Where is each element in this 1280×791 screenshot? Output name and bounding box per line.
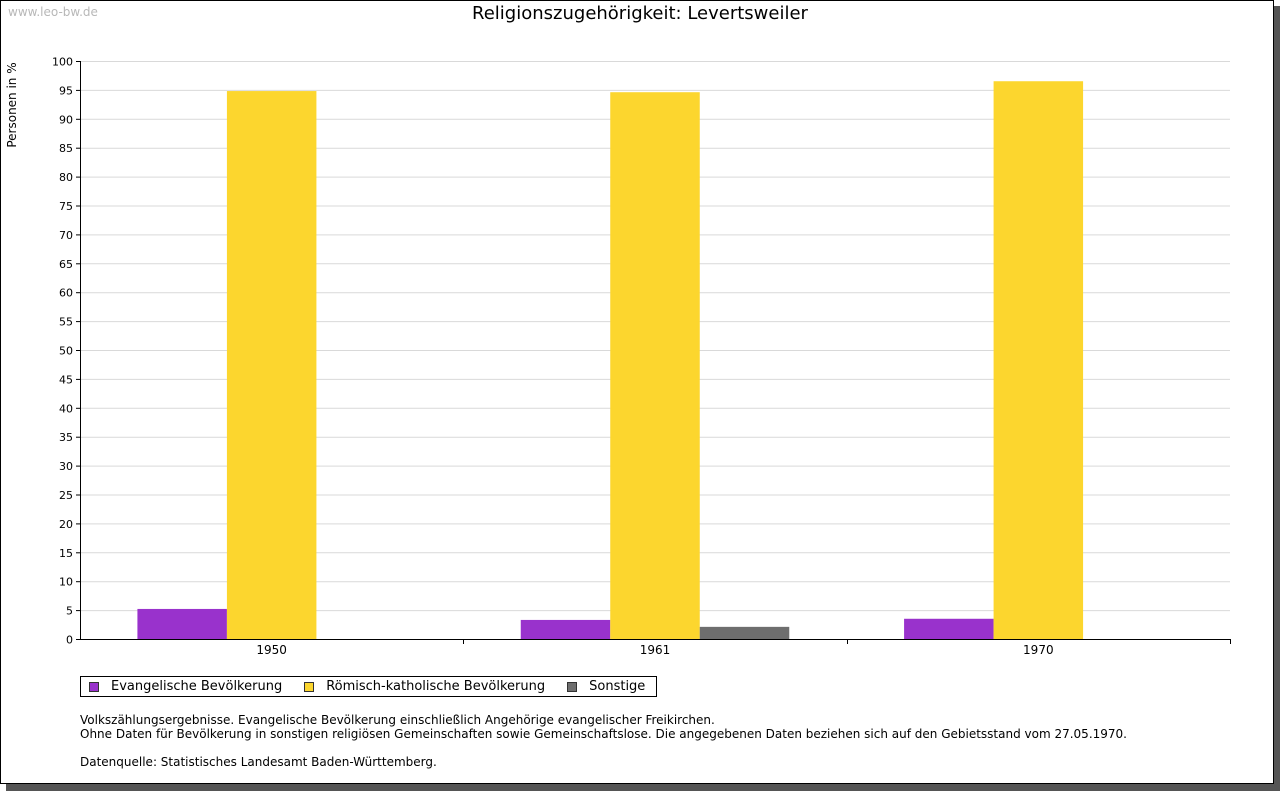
y-tick-label-15: 15 [59, 547, 73, 560]
chart-title: Religionszugehörigkeit: Levertsweiler [472, 3, 808, 24]
x-tick-label-1950: 1950 [256, 643, 287, 657]
frame-shadow-bottom [6, 784, 1280, 791]
bar-1950-1 [226, 91, 317, 639]
y-tick-label-95: 95 [59, 84, 73, 97]
y-tick-label-5: 5 [66, 605, 73, 618]
x-tick-label-1970: 1970 [1023, 643, 1054, 657]
y-tick-label-70: 70 [59, 229, 73, 242]
legend: Evangelische Bevölkerung Römisch-katholi… [80, 676, 658, 697]
legend-swatch-sonstige [567, 681, 578, 692]
bar-1961-2 [699, 626, 790, 639]
legend-label-evangelisch: Evangelische Bevölkerung [111, 679, 283, 694]
bar-1961-1 [610, 92, 700, 640]
y-tick-label-35: 35 [59, 431, 73, 444]
y-tick-label-75: 75 [59, 200, 73, 213]
y-tick-label-0: 0 [66, 634, 73, 647]
legend-label-katholisch: Römisch-katholische Bevölkerung [326, 679, 546, 694]
y-tick-label-20: 20 [59, 518, 73, 531]
legend-item-evangelisch: Evangelische Bevölkerung [89, 679, 282, 694]
legend-swatch-evangelisch [89, 681, 99, 692]
y-tick-label-25: 25 [59, 489, 73, 502]
y-tick-label-50: 50 [59, 345, 73, 358]
bar-1970-1 [993, 81, 1084, 640]
bar-1970-0 [904, 618, 994, 639]
y-tick-label-55: 55 [59, 316, 73, 329]
y-tick-label-45: 45 [59, 373, 73, 386]
legend-swatch-katholisch [304, 681, 315, 692]
y-tick-label-80: 80 [59, 171, 73, 184]
note-line-1: Volkszählungsergebnisse. Evangelische Be… [80, 713, 715, 727]
y-tick-label-40: 40 [59, 402, 73, 415]
y-tick-label-90: 90 [59, 113, 73, 126]
data-source: Datenquelle: Statistisches Landesamt Bad… [80, 755, 437, 769]
note-line-2: Ohne Daten für Bevölkerung in sonstigen … [80, 727, 1127, 741]
legend-item-sonstige: Sonstige [567, 679, 645, 694]
frame-shadow-right [1274, 6, 1280, 791]
watermark: www.leo-bw.de [8, 5, 98, 19]
bar-1950-0 [137, 608, 227, 639]
bar-1961-0 [520, 619, 611, 639]
y-tick-label-65: 65 [59, 258, 73, 271]
y-tick-label-10: 10 [59, 576, 73, 589]
chart-notes: Volkszählungsergebnisse. Evangelische Be… [80, 713, 1127, 769]
y-tick-label-85: 85 [59, 142, 73, 155]
x-tick-label-1961: 1961 [640, 643, 671, 657]
legend-item-katholisch: Römisch-katholische Bevölkerung [304, 679, 545, 694]
y-tick-label-60: 60 [59, 287, 73, 300]
y-tick-label-100: 100 [52, 56, 73, 69]
legend-label-sonstige: Sonstige [589, 679, 646, 694]
y-tick-label-30: 30 [59, 460, 73, 473]
